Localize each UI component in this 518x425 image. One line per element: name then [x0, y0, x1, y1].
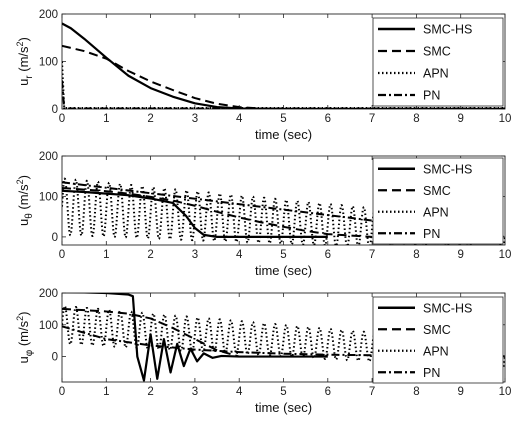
x-tick-label: 5: [280, 113, 286, 125]
x-tick-label: 5: [280, 249, 286, 261]
x-tick-label: 6: [325, 113, 331, 125]
x-tick-label: 1: [103, 113, 109, 125]
plot-area: [62, 22, 505, 109]
y-axis-label: uθ (m/s2): [15, 175, 35, 226]
x-tick-label: 9: [457, 386, 463, 398]
x-tick-label: 0: [59, 113, 65, 125]
legend-label: SMC-HS: [423, 162, 472, 176]
x-tick-label: 4: [236, 386, 243, 398]
x-tick-label: 8: [413, 249, 419, 261]
x-axis-label: time (sec): [255, 400, 312, 415]
x-tick-label: 9: [457, 113, 463, 125]
x-tick-label: 4: [236, 249, 243, 261]
x-tick-label: 7: [369, 249, 375, 261]
x-tick-label: 7: [369, 113, 375, 125]
x-tick-label: 1: [103, 386, 109, 398]
y-tick-label: 200: [39, 288, 58, 300]
x-tick-label: 0: [59, 386, 65, 398]
x-tick-label: 3: [192, 249, 198, 261]
series-smc-line: [62, 307, 240, 358]
x-tick-label: 8: [413, 386, 419, 398]
x-tick-label: 1: [103, 249, 109, 261]
series-smc-hs-line: [62, 293, 328, 382]
y-tick-label: 100: [39, 320, 58, 332]
x-tick-label: 10: [499, 249, 512, 261]
legend: SMC-HS SMC APN PN: [372, 296, 504, 384]
legend-label: SMC: [423, 45, 451, 59]
legend-label: PN: [423, 227, 440, 241]
x-tick-label: 6: [325, 249, 331, 261]
x-tick-label: 6: [325, 386, 331, 398]
x-tick-label: 4: [236, 113, 243, 125]
legend-label: APN: [423, 205, 449, 219]
legend-label: PN: [423, 366, 440, 380]
x-tick-label: 7: [369, 386, 375, 398]
legend-label: SMC-HS: [423, 23, 472, 37]
legend-label: SMC: [423, 184, 451, 198]
y-tick-label: 100: [39, 191, 58, 203]
legend-label: SMC: [423, 323, 451, 337]
x-tick-label: 9: [457, 249, 463, 261]
x-tick-label: 2: [147, 386, 153, 398]
legend-box: [372, 17, 504, 107]
x-tick-label: 2: [147, 113, 153, 125]
legend-label: PN: [423, 89, 440, 103]
legend-box: [372, 296, 504, 384]
legend-label: SMC-HS: [423, 301, 472, 315]
series-apn-line: [62, 177, 505, 245]
y-tick-label: 0: [52, 352, 58, 364]
y-tick-label: 200: [39, 9, 58, 21]
series-smc-hs-line: [62, 189, 328, 239]
x-axis-label: time (sec): [255, 127, 312, 142]
y-axis-label: ur (m/s2): [15, 37, 35, 86]
series-pn-line: [62, 80, 505, 109]
x-axis-label: time (sec): [255, 263, 312, 278]
y-tick-label: 0: [52, 104, 58, 116]
y-tick-label: 200: [39, 151, 58, 163]
y-axis-label: uφ (m/s2): [15, 312, 35, 364]
legend: SMC-HS SMC APN PN: [372, 17, 504, 107]
x-tick-label: 2: [147, 249, 153, 261]
x-tick-label: 8: [413, 113, 419, 125]
x-tick-label: 10: [499, 386, 512, 398]
x-tick-label: 0: [59, 249, 65, 261]
x-tick-label: 3: [192, 113, 198, 125]
y-tick-label: 100: [39, 57, 58, 69]
legend-label: APN: [423, 67, 449, 81]
legend: SMC-HS SMC APN PN: [372, 157, 504, 245]
x-tick-label: 10: [499, 113, 512, 125]
y-tick-label: 0: [52, 232, 58, 244]
legend-box: [372, 157, 504, 245]
legend-label: APN: [423, 344, 449, 358]
x-tick-label: 3: [192, 386, 198, 398]
x-tick-label: 5: [280, 386, 286, 398]
